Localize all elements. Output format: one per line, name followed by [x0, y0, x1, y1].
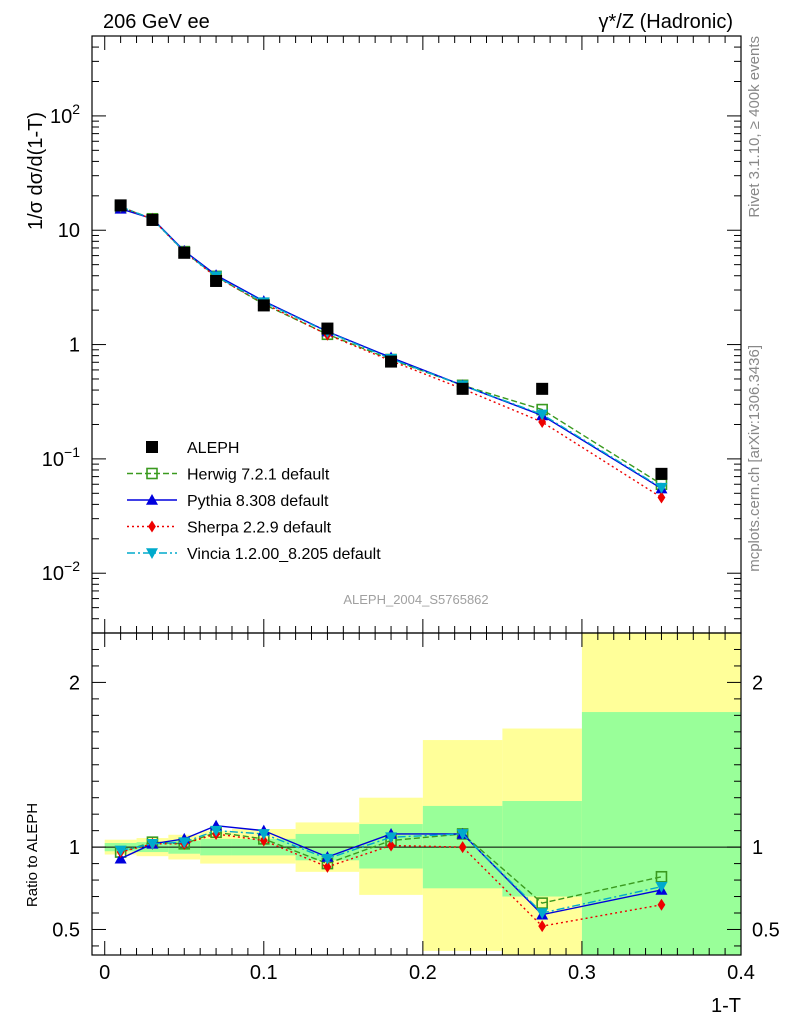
ratio-y-tick-label-right: 0.5 [752, 919, 780, 941]
x-tick-label: 0.4 [727, 962, 755, 984]
ratio-series-line [120, 829, 662, 914]
series-line [120, 206, 662, 499]
ratio-series-point [655, 881, 668, 893]
ratio-series-point [536, 897, 548, 909]
panel-frames [91, 35, 742, 956]
ratio-y-tick-label-left: 1 [69, 837, 80, 859]
main-panel-frame [91, 35, 742, 634]
x-tick-label: 0.2 [409, 962, 437, 984]
main-y-tick-label: 1 [69, 335, 80, 357]
data-point [210, 274, 223, 287]
ratio-series-point [210, 825, 223, 837]
ratio-series-point [655, 870, 668, 883]
ratio-series-point [538, 920, 547, 933]
legend-marker [146, 467, 158, 480]
ratio-series-line [120, 833, 662, 927]
data-point [146, 213, 159, 226]
ratio-uncertainty-bands [104, 633, 741, 955]
ratio-series-point [536, 908, 549, 919]
tick-label-base: 10 [42, 563, 64, 585]
data-point [456, 382, 469, 395]
ratio-panel-series [114, 819, 668, 933]
data-point [321, 322, 334, 335]
main-y-tick-label: 10 [58, 220, 80, 242]
ratio-series-point [458, 841, 467, 854]
analysis-tag: ALEPH_2004_S5765862 [343, 592, 488, 607]
mcplots-reference-label: mcplots.cern.ch [arXiv:1306.3436] [746, 345, 763, 572]
header-right-label: γ*/Z (Hadronic) [599, 11, 733, 33]
ratio-series-point [385, 832, 398, 844]
tick-label-exponent: −1 [64, 444, 80, 460]
ratio-y-tick-label-left: 2 [69, 672, 80, 694]
ratio-y-tick-label-left: 0.5 [52, 919, 80, 941]
main-y-tick-label: 10−1 [42, 444, 80, 471]
legend-marker [146, 441, 158, 453]
ratio-series-point [321, 853, 334, 865]
x-tick-label: 0.1 [250, 962, 278, 984]
data-point [178, 246, 191, 259]
legend-label: Sherpa 2.2.9 default [187, 520, 332, 537]
ratio-series-line [120, 824, 662, 916]
x-tick-label: 0.3 [568, 962, 596, 984]
data-point [536, 382, 549, 395]
ratio-series-point [387, 839, 395, 852]
main-y-tick-label: 10−2 [42, 558, 80, 585]
series-line [120, 205, 662, 489]
stat-uncertainty-band [502, 801, 582, 897]
series-point [536, 409, 549, 421]
ratio-y-axis-label: Ratio to ALEPH [24, 803, 41, 907]
rivet-version-label: Rivet 3.1.10, ≥ 400k events [746, 36, 763, 218]
tick-label-base: 10 [58, 220, 80, 242]
legend: ALEPH Herwig 7.2.1 default Pythia 8.308 de… [127, 440, 381, 563]
stat-uncertainty-band [581, 712, 741, 955]
data-point [257, 299, 270, 312]
ratio-panel-frame [91, 632, 742, 956]
x-axis-label: 1-T [711, 995, 741, 1017]
ratio-series-point [259, 834, 268, 847]
header-left-label: 206 GeV ee [103, 11, 210, 33]
series-point [538, 416, 547, 429]
legend-label: Herwig 7.2.1 default [187, 467, 330, 484]
data-point [385, 355, 398, 368]
ratio-series-point [456, 829, 469, 840]
main-panel-series [114, 199, 668, 504]
data-point [114, 199, 127, 212]
legend-label: Vincia 1.2.00_8.205 default [187, 546, 381, 563]
series-point [657, 491, 666, 504]
main-y-axis-label: 1/σ dσ/d(1-T) [25, 112, 47, 230]
tick-label-exponent: 2 [72, 101, 80, 117]
legend-label: ALEPH [187, 440, 239, 457]
x-tick-label: 0 [99, 962, 110, 984]
data-point [655, 467, 668, 480]
legend-marker [148, 520, 156, 533]
tick-label-base: 10 [42, 449, 64, 471]
ratio-series-point [146, 839, 159, 850]
tick-label-base: 1 [69, 335, 80, 357]
tick-label-base: 10 [50, 106, 72, 128]
legend-label: Pythia 8.308 default [187, 493, 329, 510]
tick-label-exponent: −2 [64, 558, 80, 574]
ratio-y-tick-label-right: 1 [752, 837, 763, 859]
legend-marker [146, 548, 158, 559]
ratio-series-point [114, 845, 127, 857]
series-point [655, 482, 668, 494]
ratio-series-point [323, 860, 332, 873]
ratio-series-point [257, 829, 270, 840]
ratio-series-point [657, 898, 666, 911]
ratio-series-point [178, 837, 191, 849]
main-y-tick-label: 102 [50, 101, 80, 128]
ratio-y-tick-label-right: 2 [752, 672, 763, 694]
legend-marker [146, 494, 158, 505]
